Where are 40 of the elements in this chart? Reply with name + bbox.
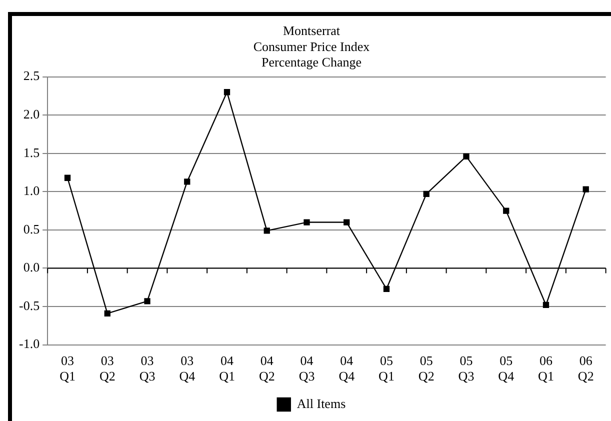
y-tick-label: 2.0 <box>23 106 40 122</box>
x-tick-label: 06 Q2 <box>578 353 594 384</box>
y-tick-label: -0.5 <box>18 298 40 313</box>
legend-label: All Items <box>296 396 346 411</box>
x-tick-label: 03 Q4 <box>179 353 196 384</box>
text: Montserrat <box>282 23 340 38</box>
x-tick-label: 04 Q4 <box>338 353 356 384</box>
x-tick-label: 03 Q2 <box>99 353 116 384</box>
point <box>344 219 350 226</box>
y-tick-label: 2.5 <box>23 68 40 84</box>
x-tick-label: 06 Q1 <box>538 353 554 384</box>
point <box>104 310 110 316</box>
x-tick-label: 05 Q4 <box>498 353 515 384</box>
point <box>64 174 71 181</box>
y-tick-label: -1.0 <box>18 336 40 352</box>
y-tick-label: 0.0 <box>23 260 40 275</box>
x-tick-label: 05 Q1 <box>378 353 394 384</box>
point <box>184 178 190 185</box>
x-tick-label: 04 Q2 <box>258 353 275 384</box>
point <box>423 190 430 198</box>
text: Percentage Change <box>262 54 362 70</box>
x-tick-label: 05 Q3 <box>458 353 474 384</box>
point <box>224 89 230 96</box>
x-tick-label: 03 Q1 <box>60 353 76 384</box>
x-tick-label: 04 Q3 <box>298 353 315 384</box>
point <box>144 298 150 304</box>
x-tick-label: 05 Q2 <box>418 353 434 384</box>
point <box>264 228 270 234</box>
y-tick-label: 0.5 <box>23 221 40 236</box>
x-tick-label: 03 Q3 <box>139 353 156 384</box>
point <box>503 208 510 214</box>
point <box>542 302 550 308</box>
y-tick-label: 1.0 <box>23 183 40 198</box>
point <box>383 286 390 292</box>
point <box>582 186 589 192</box>
point <box>304 219 310 226</box>
text: Consumer Price Index <box>253 38 370 54</box>
y-tick-label: 1.5 <box>23 144 40 160</box>
point <box>463 153 470 160</box>
x-tick-label: 04 Q1 <box>219 353 235 384</box>
